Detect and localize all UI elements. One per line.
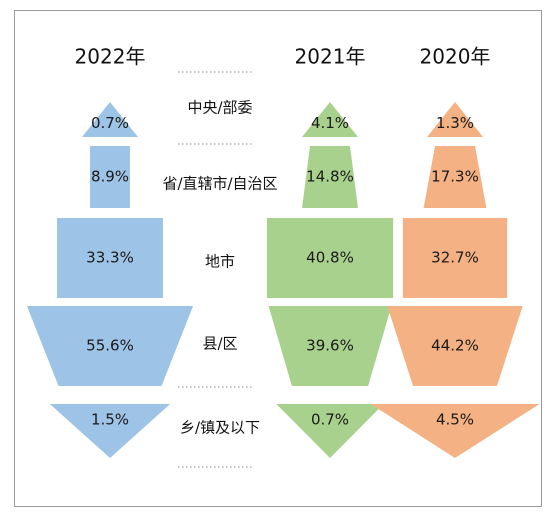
series-year-label: 2021年 (295, 45, 366, 69)
data-label: 0.7% (311, 411, 349, 429)
funnel-segment (82, 102, 138, 137)
category-label: 省/直辖市/自治区 (162, 175, 277, 193)
funnel-segment (57, 218, 163, 298)
funnel-segment (89, 146, 131, 208)
data-label: 4.1% (311, 114, 349, 132)
funnel-segment (49, 404, 171, 458)
data-label: 17.3% (431, 168, 479, 186)
data-label: 8.9% (91, 168, 129, 186)
data-label: 40.8% (306, 249, 354, 267)
data-label: 55.6% (86, 337, 134, 355)
funnel-segment (402, 218, 508, 298)
funnel-segment (370, 404, 540, 458)
data-label: 44.2% (431, 337, 479, 355)
funnel-segment (266, 218, 394, 298)
category-label: 乡/镇及以下 (180, 419, 260, 437)
data-label: 1.3% (436, 114, 474, 132)
category-label: 地市 (205, 253, 235, 271)
funnel-segment (387, 306, 523, 386)
data-label: 33.3% (86, 249, 134, 267)
data-label: 32.7% (431, 249, 479, 267)
funnel-segment (302, 102, 358, 137)
data-label: 39.6% (306, 337, 354, 355)
funnel-segment (276, 404, 384, 458)
row-separators (178, 71, 252, 468)
funnel-segment (427, 102, 483, 137)
funnel-segment (302, 146, 358, 208)
category-label: 中央/部委 (187, 99, 252, 117)
funnel-segment (423, 146, 487, 208)
data-label: 0.7% (91, 114, 129, 132)
data-label: 1.5% (91, 411, 129, 429)
funnel-segment (268, 306, 392, 386)
data-label: 14.8% (306, 168, 354, 186)
series-year-label: 2020年 (420, 45, 491, 69)
chart-frame (14, 10, 542, 507)
series-year-label: 2022年 (75, 45, 146, 69)
data-label: 4.5% (436, 411, 474, 429)
funnel-marks (26, 102, 540, 458)
funnel-segment (26, 306, 194, 386)
category-label: 县/区 (202, 335, 237, 353)
